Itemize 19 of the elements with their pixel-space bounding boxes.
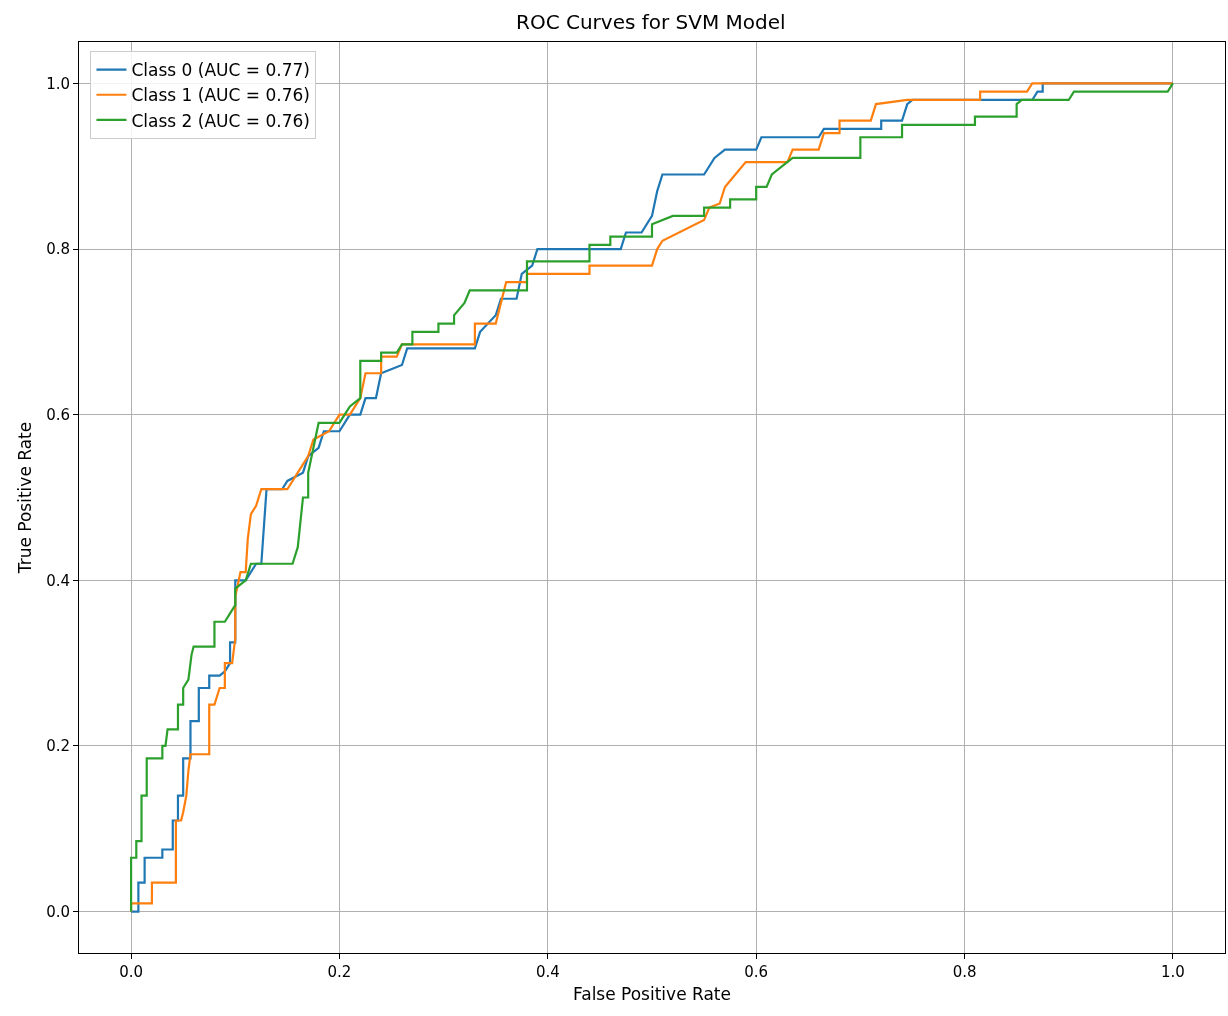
x-tick-label: 0.4	[535, 963, 560, 981]
y-tick-label: 0.6	[46, 405, 70, 424]
legend-label: Class 2 (AUC = 0.76)	[131, 110, 310, 131]
legend-label: Class 1 (AUC = 0.76)	[131, 85, 310, 106]
y-tick-label: 0.0	[46, 902, 70, 921]
x-axis-title: False Positive Rate	[573, 984, 731, 1005]
y-tick-label: 0.2	[46, 737, 70, 756]
y-tick-label: 1.0	[46, 74, 70, 93]
y-axis-title: True Positive Rate	[14, 421, 35, 575]
chart-title: ROC Curves for SVM Model	[516, 10, 786, 35]
y-tick-label: 0.8	[46, 240, 70, 259]
y-tick-label: 0.4	[46, 571, 70, 590]
x-tick-label: 0.0	[119, 963, 144, 981]
line-series	[129, 82, 1175, 913]
legend-label: Class 0 (AUC = 0.77)	[131, 60, 310, 81]
x-tick-label: 0.6	[744, 963, 769, 981]
x-tick-label: 0.2	[327, 963, 352, 981]
x-tick-label: 1.0	[1160, 963, 1185, 981]
x-tick-label: 0.8	[952, 963, 977, 981]
